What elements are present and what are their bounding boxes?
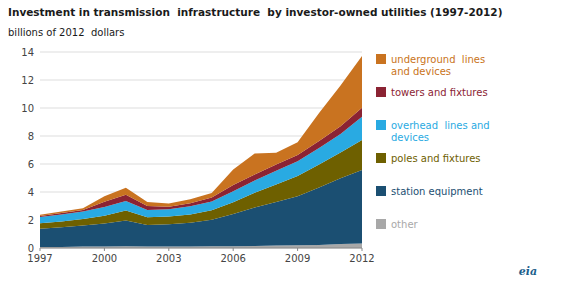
- legend-label: overhead lines anddevices: [391, 120, 490, 143]
- y-tick-label: 4: [28, 187, 34, 198]
- legend-swatch: [376, 120, 386, 130]
- x-tick: [104, 248, 105, 251]
- legend-label: underground linesand devices: [391, 54, 485, 77]
- subtitle: billions of 2012 dollars: [8, 27, 124, 38]
- grid-line: [40, 108, 362, 109]
- legend-swatch: [376, 186, 386, 196]
- legend-swatch: [376, 54, 386, 64]
- y-tick-label: 0: [28, 243, 34, 254]
- x-tick: [297, 248, 298, 251]
- legend-swatch: [376, 219, 386, 229]
- x-axis-line: [40, 248, 362, 249]
- areas: [40, 56, 362, 248]
- grid-line: [40, 52, 362, 53]
- legend-swatch: [376, 87, 386, 97]
- legend-swatch: [376, 153, 386, 163]
- legend-label: station equipment: [391, 186, 483, 197]
- legend-label: towers and fixtures: [391, 87, 488, 98]
- x-tick-label: 1997: [27, 253, 52, 264]
- y-tick-label: 6: [28, 159, 34, 170]
- y-tick-label: 2: [28, 215, 34, 226]
- x-tick: [168, 248, 169, 251]
- title: Investment in transmission infrastructur…: [8, 6, 502, 18]
- area: [40, 56, 362, 216]
- x-tick-label: 2003: [156, 253, 181, 264]
- legend-label: poles and fixtures: [391, 153, 481, 164]
- x-tick: [362, 248, 363, 251]
- y-tick-label: 8: [28, 131, 34, 142]
- grid-line: [40, 80, 362, 81]
- x-axis: 1997 2000 2003 2006 2009 2012: [27, 248, 374, 264]
- x-tick: [40, 248, 41, 251]
- x-tick-label: 2006: [220, 253, 245, 264]
- x-tick-label: 2009: [285, 253, 310, 264]
- legend-label: other: [391, 219, 419, 230]
- y-tick-label: 10: [21, 103, 34, 114]
- y-tick-label: 12: [21, 75, 34, 86]
- y-grid: 0 2 4 6 8 10 12 14: [21, 47, 362, 254]
- x-tick: [233, 248, 234, 251]
- annotation: eia: [519, 265, 537, 278]
- x-tick-label: 2000: [92, 253, 117, 264]
- chart: Investment in transmission infrastructur…: [0, 0, 574, 282]
- y-tick-label: 14: [21, 47, 34, 58]
- x-tick-label: 2012: [349, 253, 374, 264]
- grid-line: [40, 248, 362, 249]
- legend: underground linesand devices towers and f…: [376, 54, 490, 230]
